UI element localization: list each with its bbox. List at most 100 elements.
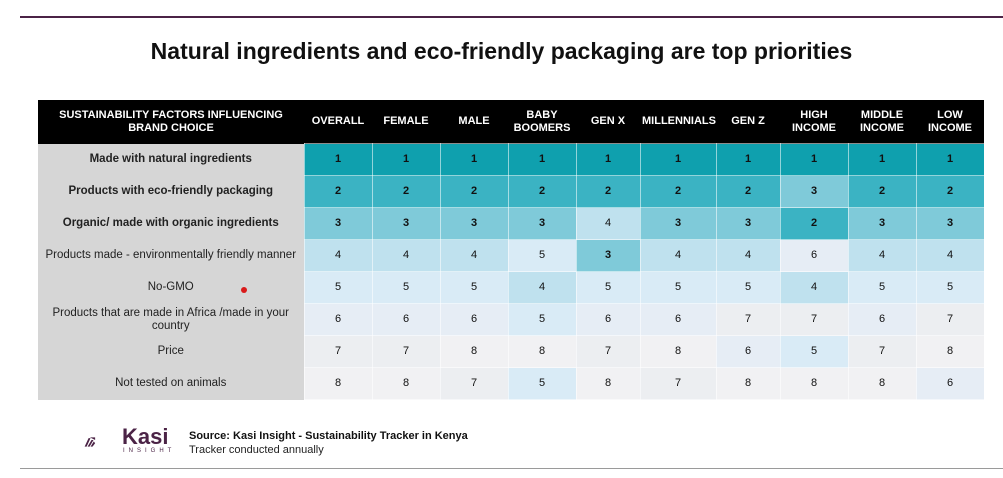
rank-cell: 6 xyxy=(915,367,985,400)
column-header: LOW INCOME xyxy=(916,100,984,144)
rank-cell: 3 xyxy=(371,207,441,240)
rank-cell: 6 xyxy=(779,239,849,272)
rank-cell: 2 xyxy=(507,175,577,208)
rank-cell: 6 xyxy=(847,303,917,336)
rank-cell: 1 xyxy=(779,143,849,176)
rank-cell: 2 xyxy=(915,175,985,208)
rank-cell: 1 xyxy=(915,143,985,176)
rank-cell: 7 xyxy=(779,303,849,336)
rank-cell: 8 xyxy=(507,335,577,368)
rank-cell: 8 xyxy=(303,367,373,400)
column-header: GEN X xyxy=(576,100,640,144)
rank-cell: 5 xyxy=(439,271,509,304)
row-label: Products that are made in Africa /made i… xyxy=(38,303,304,336)
table-row: Organic/ made with organic ingredients 3 3… xyxy=(38,207,985,240)
row-label: Organic/ made with organic ingredients xyxy=(38,207,304,240)
table-row: Products that are made in Africa /made i… xyxy=(38,303,985,336)
logo-subtitle: INSIGHT xyxy=(123,448,176,454)
corner-header: SUSTAINABILITY FACTORS INFLUENCING BRAND… xyxy=(38,100,304,144)
rank-cell: 7 xyxy=(847,335,917,368)
rank-cell: 5 xyxy=(371,271,441,304)
rank-cell: 3 xyxy=(847,207,917,240)
rank-cell: 5 xyxy=(507,367,577,400)
rank-cell: 8 xyxy=(439,335,509,368)
rank-cell: 4 xyxy=(779,271,849,304)
rank-cell: 5 xyxy=(507,303,577,336)
row-label: Price xyxy=(38,335,304,368)
rank-cell: 5 xyxy=(847,271,917,304)
rank-cell: 4 xyxy=(303,239,373,272)
rank-cell: 5 xyxy=(303,271,373,304)
rank-cell: 4 xyxy=(439,239,509,272)
rank-cell: 7 xyxy=(715,303,781,336)
rank-cell: 7 xyxy=(575,335,641,368)
row-label: Products made - environmentally friendly… xyxy=(38,239,304,272)
rank-cell: 8 xyxy=(915,335,985,368)
rank-cell: 4 xyxy=(639,239,717,272)
rank-cell: 6 xyxy=(639,303,717,336)
rank-cell: 7 xyxy=(439,367,509,400)
rank-cell: 8 xyxy=(715,367,781,400)
column-header: MILLENNIALS xyxy=(640,100,716,144)
rank-cell: 4 xyxy=(847,239,917,272)
bottom-divider xyxy=(20,468,1003,469)
header-row: SUSTAINABILITY FACTORS INFLUENCING BRAND… xyxy=(38,100,984,144)
rank-cell: 4 xyxy=(715,239,781,272)
rank-cell: 2 xyxy=(715,175,781,208)
top-divider xyxy=(20,16,1003,18)
rank-cell: 8 xyxy=(779,367,849,400)
rank-cell: 7 xyxy=(639,367,717,400)
table-row: Products made - environmentally friendly… xyxy=(38,239,985,272)
column-header: HIGH INCOME xyxy=(780,100,848,144)
table-row: Products with eco-friendly packaging 2 2 2 2… xyxy=(38,175,985,208)
rank-cell: 5 xyxy=(575,271,641,304)
rank-cell: 6 xyxy=(715,335,781,368)
rank-cell: 8 xyxy=(639,335,717,368)
row-label: No-GMO xyxy=(38,271,304,304)
rank-cell: 2 xyxy=(779,207,849,240)
row-label: Products with eco-friendly packaging xyxy=(38,175,304,208)
rank-cell: 6 xyxy=(303,303,373,336)
rank-cell: 2 xyxy=(847,175,917,208)
rank-cell: 1 xyxy=(439,143,509,176)
rank-cell: 5 xyxy=(639,271,717,304)
rank-cell: 1 xyxy=(575,143,641,176)
rank-cell: 8 xyxy=(847,367,917,400)
frequency-note: Tracker conducted annually xyxy=(189,444,324,456)
rank-cell: 5 xyxy=(507,239,577,272)
rank-cell: 5 xyxy=(915,271,985,304)
row-label: Not tested on animals xyxy=(38,367,304,400)
rank-cell: 4 xyxy=(915,239,985,272)
column-header: BABY BOOMERS xyxy=(508,100,576,144)
rank-cell: 8 xyxy=(371,367,441,400)
rank-cell: 1 xyxy=(371,143,441,176)
rank-cell: 1 xyxy=(507,143,577,176)
column-header: FEMALE xyxy=(372,100,440,144)
rank-cell: 3 xyxy=(779,175,849,208)
rank-cell: 3 xyxy=(715,207,781,240)
rank-cell: 2 xyxy=(439,175,509,208)
source-note: Source: Kasi Insight - Sustainability Tr… xyxy=(189,430,468,442)
rank-cell: 3 xyxy=(575,239,641,272)
rank-cell: 1 xyxy=(303,143,373,176)
rank-cell: 6 xyxy=(575,303,641,336)
rank-cell: 6 xyxy=(439,303,509,336)
column-header: MIDDLE INCOME xyxy=(848,100,916,144)
column-header: MALE xyxy=(440,100,508,144)
rank-cell: 6 xyxy=(371,303,441,336)
rank-cell: 4 xyxy=(575,207,641,240)
rank-cell: 2 xyxy=(575,175,641,208)
rank-cell: 2 xyxy=(371,175,441,208)
rank-cell: 1 xyxy=(639,143,717,176)
rank-cell: 7 xyxy=(371,335,441,368)
page-title: Natural ingredients and eco-friendly pac… xyxy=(150,38,853,64)
rank-cell: 3 xyxy=(439,207,509,240)
kasi-logo-icon xyxy=(84,437,96,447)
rank-cell: 3 xyxy=(303,207,373,240)
table-row: Made with natural ingredients 1 1 1 1 1 1 1 1 1 1 xyxy=(38,143,985,176)
rank-cell: 5 xyxy=(779,335,849,368)
rank-cell: 4 xyxy=(371,239,441,272)
rank-cell: 1 xyxy=(847,143,917,176)
table-row: Price 7 7 8 8 7 8 6 5 7 8 xyxy=(38,335,985,368)
rank-cell: 2 xyxy=(303,175,373,208)
